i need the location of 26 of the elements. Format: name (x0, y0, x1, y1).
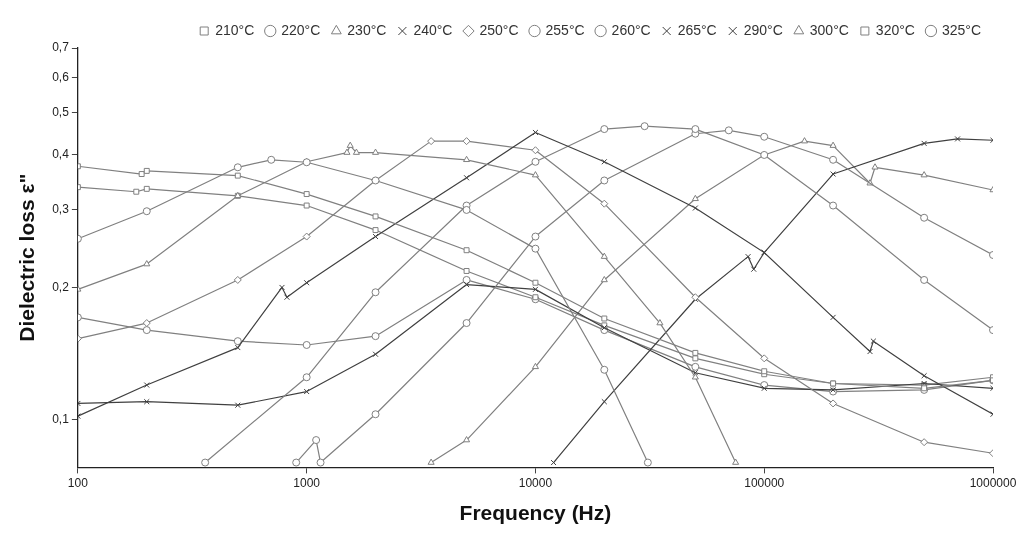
y-axis-title: Dielectric loss ε" (15, 173, 39, 342)
legend-label: 220°C (281, 21, 321, 38)
legend-label: 240°C (413, 21, 453, 38)
legend-label: 300°C (809, 21, 849, 38)
y-tick-label: 0,5 (52, 104, 70, 119)
legend-label: 260°C (611, 21, 651, 38)
x-tick-label: 10000 (518, 475, 553, 490)
legend-label: 230°C (347, 21, 387, 38)
x-tick-label: 1000000 (969, 475, 1017, 490)
y-tick-label: 0,7 (52, 40, 70, 55)
legend-label: 320°C (875, 21, 915, 38)
y-tick-label: 0,3 (52, 202, 70, 217)
x-tick-label: 100000 (744, 475, 785, 490)
y-tick-label: 0,4 (52, 147, 70, 162)
y-tick-label: 0,2 (52, 279, 70, 294)
x-axis-title: Frequency (Hz) (459, 501, 612, 525)
y-tick-label: 0,6 (52, 69, 70, 84)
legend-label: 290°C (743, 21, 783, 38)
legend-label: 210°C (215, 21, 255, 38)
legend-label: 325°C (941, 21, 982, 38)
legend-label: 265°C (677, 21, 717, 38)
legend-label: 250°C (479, 21, 519, 38)
y-tick-label: 0,1 (52, 412, 70, 427)
x-tick-label: 1000 (293, 475, 321, 490)
x-tick-label: 100 (67, 475, 89, 490)
legend-label: 255°C (545, 21, 585, 38)
